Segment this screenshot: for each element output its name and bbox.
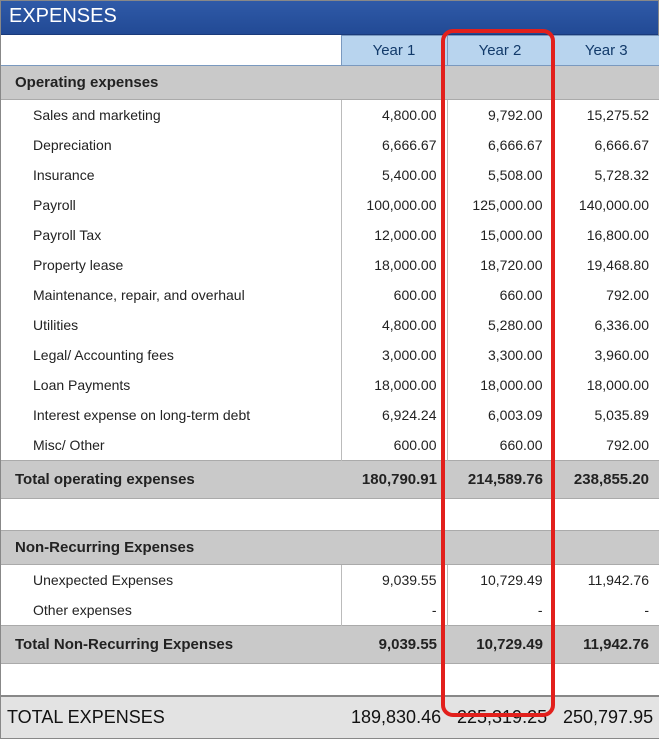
cell-value: 6,666.67 <box>553 130 659 160</box>
table-title: EXPENSES <box>1 1 658 35</box>
expenses-table: Year 1 Year 2 Year 3 Operating expensesS… <box>1 35 659 738</box>
spacer-row <box>1 499 659 531</box>
subtotal-label: Total operating expenses <box>1 461 341 499</box>
table-row: Misc/ Other600.00660.00792.00 <box>1 430 659 461</box>
row-label: Insurance <box>1 160 341 190</box>
subtotal-value: 10,729.49 <box>447 626 553 664</box>
table-row: Payroll100,000.00125,000.00140,000.00 <box>1 190 659 220</box>
cell-value: 18,000.00 <box>553 370 659 400</box>
cell-value: 100,000.00 <box>341 190 447 220</box>
cell-value: 6,336.00 <box>553 310 659 340</box>
cell-value: 18,000.00 <box>447 370 553 400</box>
row-label: Depreciation <box>1 130 341 160</box>
column-header-row: Year 1 Year 2 Year 3 <box>1 36 659 66</box>
cell-value: 15,000.00 <box>447 220 553 250</box>
section-header: Operating expenses <box>1 66 659 100</box>
cell-value: 5,728.32 <box>553 160 659 190</box>
grand-total-value: 189,830.46 <box>341 696 447 738</box>
cell-value: 4,800.00 <box>341 100 447 131</box>
row-label: Legal/ Accounting fees <box>1 340 341 370</box>
section-header-label: Operating expenses <box>1 66 659 100</box>
col-header-year3: Year 3 <box>553 36 659 66</box>
cell-value: 19,468.80 <box>553 250 659 280</box>
cell-value: 6,003.09 <box>447 400 553 430</box>
cell-value: 11,942.76 <box>553 565 659 596</box>
grand-total-value: 225,319.25 <box>447 696 553 738</box>
row-label: Loan Payments <box>1 370 341 400</box>
cell-value: 792.00 <box>553 280 659 310</box>
table-row: Legal/ Accounting fees3,000.003,300.003,… <box>1 340 659 370</box>
row-label: Payroll <box>1 190 341 220</box>
row-label: Other expenses <box>1 595 341 626</box>
cell-value: 6,924.24 <box>341 400 447 430</box>
table-row: Property lease18,000.0018,720.0019,468.8… <box>1 250 659 280</box>
table-row: Sales and marketing4,800.009,792.0015,27… <box>1 100 659 131</box>
subtotal-value: 11,942.76 <box>553 626 659 664</box>
table-row: Payroll Tax12,000.0015,000.0016,800.00 <box>1 220 659 250</box>
subtotal-row: Total operating expenses180,790.91214,58… <box>1 461 659 499</box>
row-label: Interest expense on long-term debt <box>1 400 341 430</box>
table-row: Insurance5,400.005,508.005,728.32 <box>1 160 659 190</box>
table-row: Interest expense on long-term debt6,924.… <box>1 400 659 430</box>
cell-value: 140,000.00 <box>553 190 659 220</box>
cell-value: 4,800.00 <box>341 310 447 340</box>
cell-value: - <box>553 595 659 626</box>
cell-value: 18,000.00 <box>341 250 447 280</box>
cell-value: 6,666.67 <box>341 130 447 160</box>
subtotal-value: 9,039.55 <box>341 626 447 664</box>
row-label: Payroll Tax <box>1 220 341 250</box>
cell-value: 10,729.49 <box>447 565 553 596</box>
cell-value: 792.00 <box>553 430 659 461</box>
cell-value: 6,666.67 <box>447 130 553 160</box>
subtotal-value: 214,589.76 <box>447 461 553 499</box>
spacer-row <box>1 664 659 696</box>
subtotal-value: 180,790.91 <box>341 461 447 499</box>
expenses-table-container: EXPENSES Year 1 Year 2 Year 3 Operating … <box>0 0 659 739</box>
cell-value: 5,035.89 <box>553 400 659 430</box>
table-row: Utilities4,800.005,280.006,336.00 <box>1 310 659 340</box>
table-row: Maintenance, repair, and overhaul600.006… <box>1 280 659 310</box>
subtotal-label: Total Non-Recurring Expenses <box>1 626 341 664</box>
table-row: Other expenses--- <box>1 595 659 626</box>
row-label: Utilities <box>1 310 341 340</box>
grand-total-value: 250,797.95 <box>553 696 659 738</box>
cell-value: 600.00 <box>341 280 447 310</box>
row-label: Maintenance, repair, and overhaul <box>1 280 341 310</box>
cell-value: 125,000.00 <box>447 190 553 220</box>
grand-total-label: TOTAL EXPENSES <box>1 696 341 738</box>
cell-value: 12,000.00 <box>341 220 447 250</box>
row-label: Sales and marketing <box>1 100 341 131</box>
cell-value: 3,960.00 <box>553 340 659 370</box>
cell-value: 5,400.00 <box>341 160 447 190</box>
table-row: Unexpected Expenses9,039.5510,729.4911,9… <box>1 565 659 596</box>
cell-value: 600.00 <box>341 430 447 461</box>
cell-value: 16,800.00 <box>553 220 659 250</box>
cell-value: 18,720.00 <box>447 250 553 280</box>
subtotal-value: 238,855.20 <box>553 461 659 499</box>
grand-total-row: TOTAL EXPENSES189,830.46225,319.25250,79… <box>1 696 659 738</box>
cell-value: 9,039.55 <box>341 565 447 596</box>
cell-value: 5,280.00 <box>447 310 553 340</box>
cell-value: 5,508.00 <box>447 160 553 190</box>
cell-value: 660.00 <box>447 430 553 461</box>
cell-value: - <box>447 595 553 626</box>
cell-value: 15,275.52 <box>553 100 659 131</box>
col-header-year1: Year 1 <box>341 36 447 66</box>
cell-value: 18,000.00 <box>341 370 447 400</box>
row-label: Unexpected Expenses <box>1 565 341 596</box>
cell-value: - <box>341 595 447 626</box>
table-row: Loan Payments18,000.0018,000.0018,000.00 <box>1 370 659 400</box>
cell-value: 3,300.00 <box>447 340 553 370</box>
section-header-label: Non-Recurring Expenses <box>1 531 659 565</box>
row-label: Misc/ Other <box>1 430 341 461</box>
col-header-year2: Year 2 <box>447 36 553 66</box>
section-header: Non-Recurring Expenses <box>1 531 659 565</box>
row-label: Property lease <box>1 250 341 280</box>
cell-value: 660.00 <box>447 280 553 310</box>
cell-value: 9,792.00 <box>447 100 553 131</box>
cell-value: 3,000.00 <box>341 340 447 370</box>
blank-header <box>1 36 341 66</box>
subtotal-row: Total Non-Recurring Expenses9,039.5510,7… <box>1 626 659 664</box>
table-row: Depreciation6,666.676,666.676,666.67 <box>1 130 659 160</box>
